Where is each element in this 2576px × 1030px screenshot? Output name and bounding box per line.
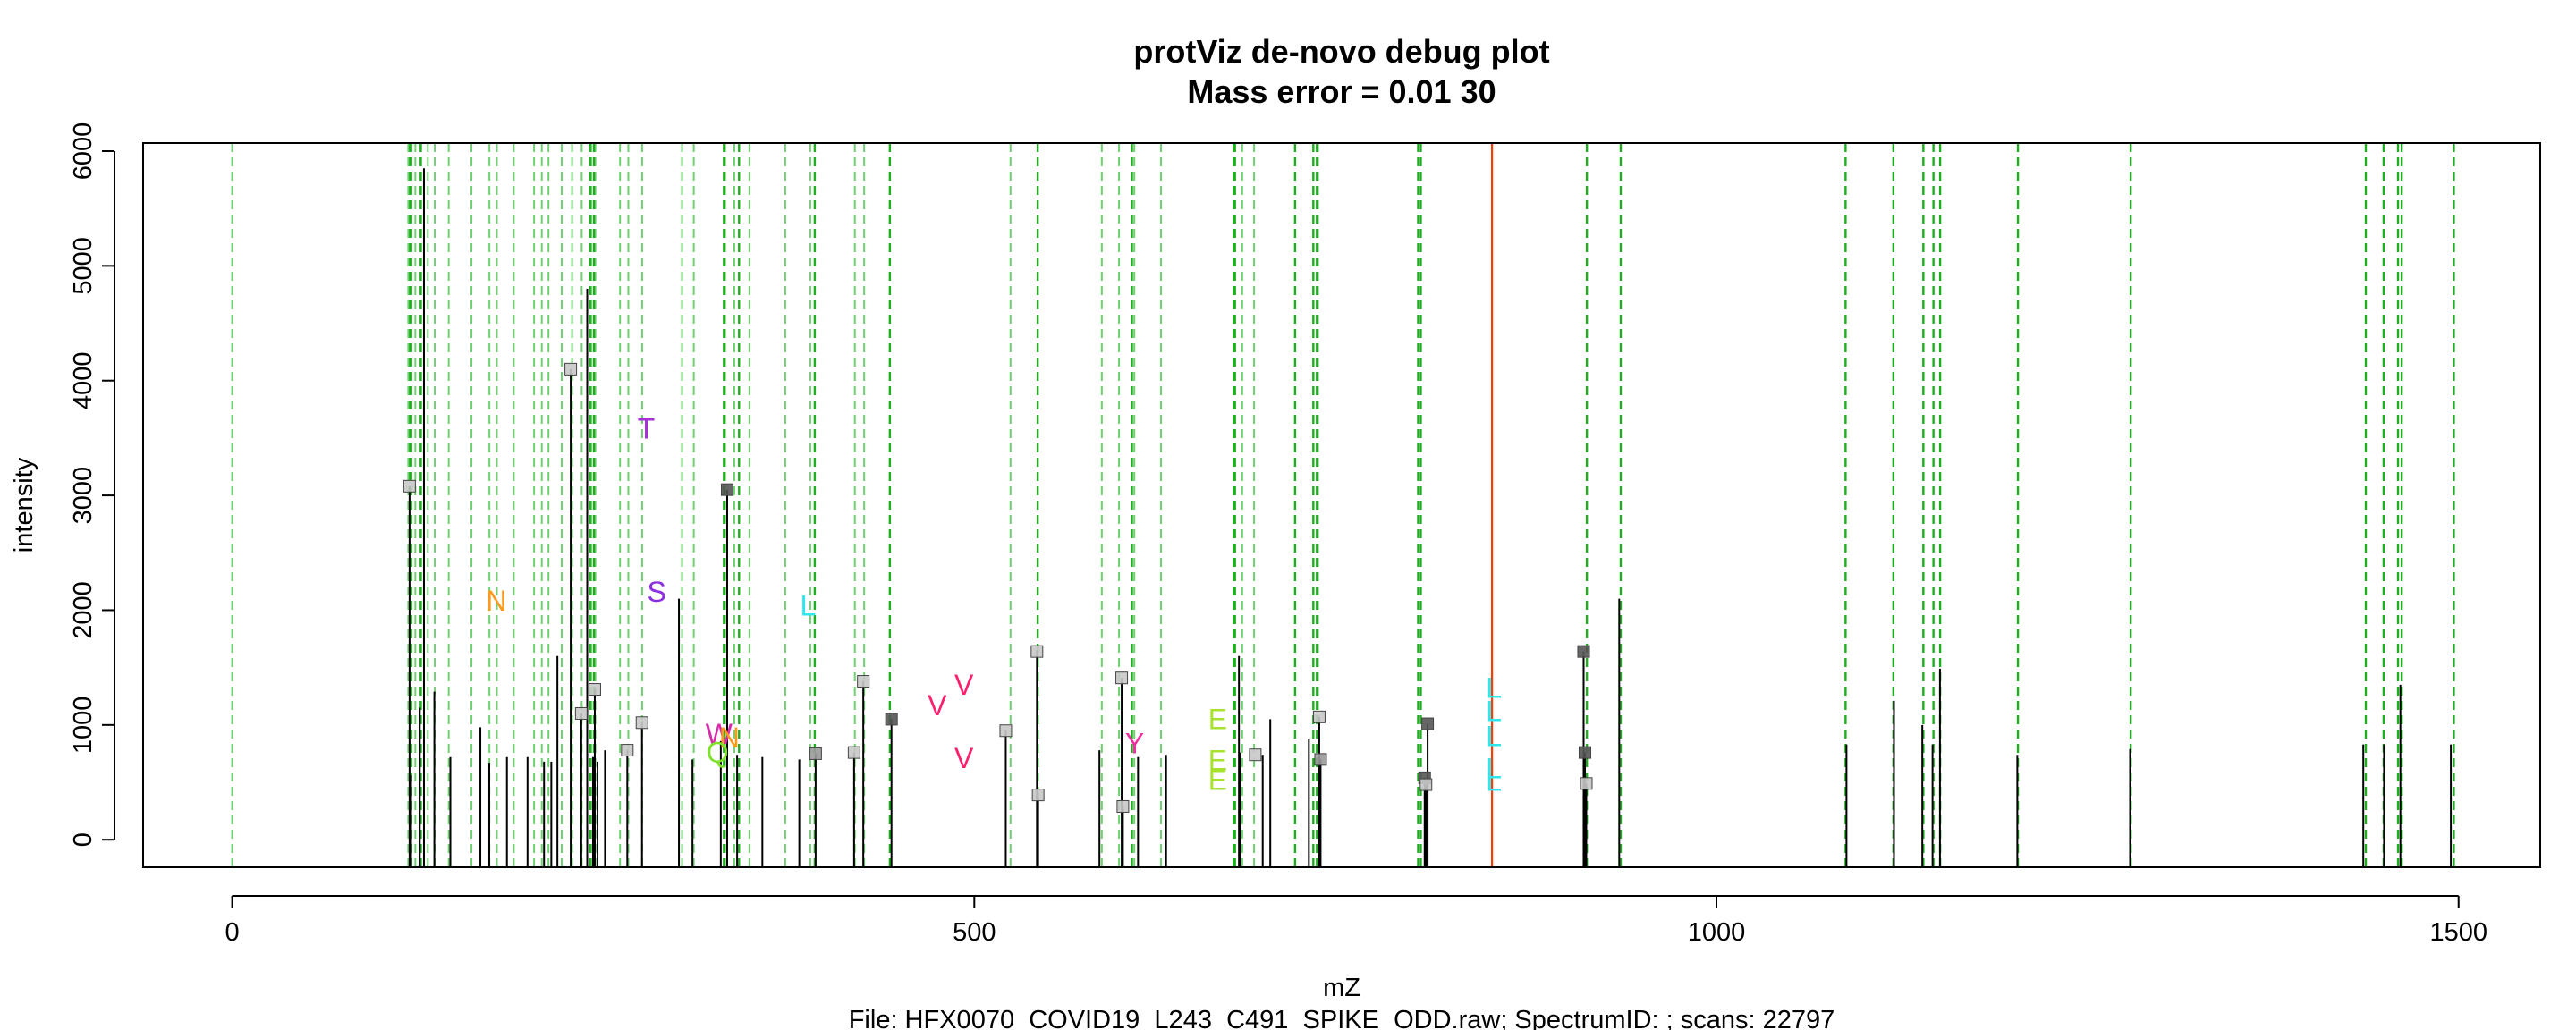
peak-marker bbox=[402, 479, 416, 493]
amino-acid-label: N bbox=[719, 722, 740, 754]
y-tick-label: 0 bbox=[69, 832, 97, 847]
peak-marker bbox=[1031, 789, 1045, 802]
amino-acid-label: L bbox=[1486, 695, 1502, 727]
peak-marker bbox=[635, 716, 648, 730]
peak-marker bbox=[847, 746, 860, 759]
chart-title: protViz de-novo debug plot bbox=[1133, 33, 1549, 70]
amino-acid-label: L bbox=[1486, 753, 1502, 785]
amino-acid-label: V bbox=[954, 742, 974, 774]
peak-marker bbox=[588, 683, 601, 697]
amino-acid-label: V bbox=[928, 689, 947, 722]
amino-acid-label: L bbox=[1486, 721, 1502, 753]
amino-acid-label: L bbox=[1486, 765, 1502, 798]
y-tick-label: 6000 bbox=[69, 122, 97, 181]
file-footer: File: HFX0070_COVID19_L243_C491_SPIKE_OD… bbox=[849, 1006, 1835, 1030]
peak-marker bbox=[621, 744, 634, 757]
y-tick-label: 3000 bbox=[69, 467, 97, 525]
chart-subtitle: Mass error = 0.01 30 bbox=[1187, 73, 1496, 110]
peak-marker bbox=[1312, 710, 1326, 723]
amino-acid-label: L bbox=[1486, 672, 1502, 705]
peak-marker bbox=[720, 483, 733, 496]
x-axis: 0 500 1000 1500 bbox=[225, 895, 2487, 947]
peak-marker bbox=[1580, 777, 1593, 790]
peak-marker bbox=[1115, 671, 1129, 685]
x-tick-label: 0 bbox=[225, 918, 239, 947]
peak-marker bbox=[1577, 645, 1590, 658]
peak-marker bbox=[857, 675, 870, 688]
amino-acid-label: V bbox=[954, 669, 974, 701]
amino-acid-label: E bbox=[1208, 703, 1227, 735]
x-tick-label: 1000 bbox=[1688, 918, 1746, 947]
peak-marker bbox=[809, 747, 822, 760]
y-tick-label: 4000 bbox=[69, 351, 97, 409]
y-tick-label: 2000 bbox=[69, 581, 97, 639]
y-axis-label: intensity bbox=[10, 457, 38, 553]
amino-acid-label: W bbox=[706, 718, 733, 750]
amino-acid-label: E bbox=[1208, 745, 1227, 777]
peak-marker bbox=[1249, 748, 1262, 762]
peak-marker bbox=[1030, 645, 1044, 658]
amino-acid-label: E bbox=[1208, 764, 1227, 796]
peak-marker bbox=[1578, 746, 1591, 759]
amino-acid-label: L bbox=[801, 589, 817, 621]
x-axis-label: mZ bbox=[1323, 974, 1360, 1002]
peak-marker bbox=[1116, 799, 1130, 813]
peak-marker bbox=[885, 713, 898, 726]
plot-frame bbox=[142, 142, 2541, 868]
peak-marker bbox=[1314, 753, 1327, 766]
peak-marker bbox=[564, 362, 578, 376]
amino-acid-label: Q bbox=[707, 737, 729, 769]
peak-marker bbox=[1421, 717, 1435, 730]
amino-acid-label: N bbox=[486, 585, 506, 617]
peak-marker bbox=[1419, 778, 1433, 791]
peak-marker bbox=[999, 724, 1013, 738]
x-tick-label: 500 bbox=[953, 918, 996, 947]
amino-acid-label: T bbox=[638, 413, 656, 445]
y-tick-label: 1000 bbox=[69, 697, 97, 755]
y-axis: 0 1000 2000 3000 4000 5000 6000 bbox=[69, 122, 115, 847]
x-tick-label: 1500 bbox=[2429, 918, 2487, 947]
peak-marker bbox=[574, 706, 588, 720]
amino-acid-label: Y bbox=[1125, 727, 1144, 759]
y-tick-label: 5000 bbox=[69, 237, 97, 295]
amino-acid-label: S bbox=[647, 576, 665, 608]
